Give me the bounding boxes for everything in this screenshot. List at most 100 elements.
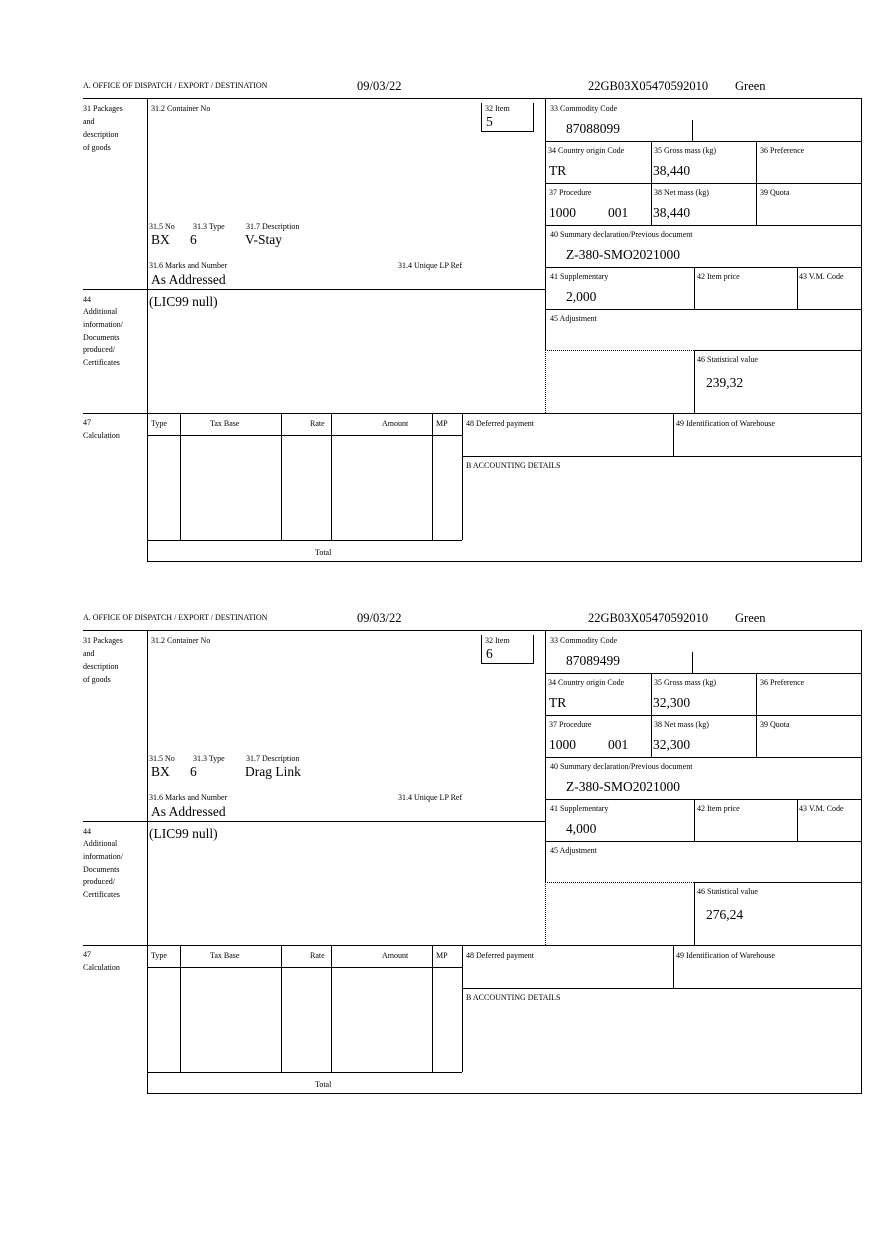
goods-description: Drag Link <box>245 764 301 779</box>
procedure-additional: 001 <box>608 737 629 752</box>
divider <box>545 882 546 945</box>
label-adjustment: 45 Adjustment <box>550 846 597 855</box>
procedure: 1000 <box>549 737 576 752</box>
divider <box>481 635 482 663</box>
label-quota: 39 Quota <box>760 188 790 197</box>
label-44: 44 <box>83 295 91 304</box>
procedure: 1000 <box>549 205 576 220</box>
label-44: produced/ <box>83 877 115 886</box>
divider <box>83 630 862 631</box>
gross-mass: 32,300 <box>653 695 691 710</box>
label-47: Calculation <box>83 963 120 972</box>
label-31: description <box>83 662 119 671</box>
calc-header-tax-base: Tax Base <box>210 419 240 428</box>
divider <box>83 289 545 290</box>
previous-document: Z-380-SMO2021000 <box>566 247 680 262</box>
supplementary-units: 2,000 <box>566 289 597 304</box>
label-deferred-payment: 48 Deferred payment <box>466 951 534 960</box>
calc-header-type: Type <box>151 951 167 960</box>
label-statistical-value: 46 Statistical value <box>697 887 758 896</box>
label-country-origin: 34 Country origin Code <box>548 678 625 687</box>
package-number: 6 <box>190 764 197 779</box>
divider <box>281 413 282 540</box>
divider <box>692 652 693 673</box>
calc-header-mp: MP <box>436 951 448 960</box>
declaration-reference: 22GB03X05470592010 <box>588 79 709 93</box>
label-accounting-details: B ACCOUNTING DETAILS <box>466 461 561 470</box>
label-commodity-code: 33 Commodity Code <box>550 104 618 113</box>
calc-header-tax-base: Tax Base <box>210 951 240 960</box>
divider <box>545 183 862 184</box>
label-procedure: 37 Procedure <box>549 720 592 729</box>
label-44: Additional <box>83 307 118 316</box>
divider <box>756 673 757 757</box>
customs-declaration-item: A. OFFICE OF DISPATCH / EXPORT / DESTINA… <box>0 79 882 578</box>
divider <box>545 309 862 310</box>
label-previous-document: 40 Summary declaration/Previous document <box>550 230 693 239</box>
package-kind: BX <box>151 232 170 247</box>
date: 09/03/22 <box>357 79 402 93</box>
label-quota: 39 Quota <box>760 720 790 729</box>
calc-total-label: Total <box>315 1080 332 1089</box>
divider <box>147 540 462 541</box>
label-gross-mass: 35 Gross mass (kg) <box>654 146 716 155</box>
office-label: A. OFFICE OF DISPATCH / EXPORT / DESTINA… <box>83 81 268 90</box>
divider <box>147 561 862 562</box>
divider <box>83 945 862 946</box>
previous-document: Z-380-SMO2021000 <box>566 779 680 794</box>
label-description: 31.7 Description <box>246 754 300 763</box>
divider <box>83 821 545 822</box>
divider <box>694 799 695 841</box>
label-44: Certificates <box>83 890 120 899</box>
route: Green <box>735 611 766 625</box>
date: 09/03/22 <box>357 611 402 625</box>
label-package-no: 31.5 No <box>149 222 175 231</box>
divider <box>673 413 674 456</box>
declaration-reference: 22GB03X05470592010 <box>588 611 709 625</box>
label-container-no: 31.2 Container No <box>151 636 211 645</box>
label-44: 44 <box>83 827 91 836</box>
divider <box>861 630 862 1093</box>
divider <box>651 141 652 225</box>
divider <box>147 967 462 968</box>
item-number: 6 <box>486 646 493 661</box>
divider <box>83 413 862 414</box>
label-previous-document: 40 Summary declaration/Previous document <box>550 762 693 771</box>
label-description: 31.7 Description <box>246 222 300 231</box>
calc-header-rate: Rate <box>310 419 325 428</box>
label-47: 47 <box>83 418 91 427</box>
divider <box>797 267 798 309</box>
label-deferred-payment: 48 Deferred payment <box>466 419 534 428</box>
divider <box>147 1093 862 1094</box>
package-number: 6 <box>190 232 197 247</box>
procedure-additional: 001 <box>608 205 629 220</box>
divider <box>147 630 148 1093</box>
label-unique-lp-ref: 31.4 Unique LP Ref <box>398 793 463 802</box>
goods-description: V-Stay <box>245 232 283 247</box>
divider <box>545 757 862 758</box>
calc-total-label: Total <box>315 548 332 557</box>
label-preference: 36 Preference <box>760 146 805 155</box>
label-package-type: 31.3 Type <box>193 754 225 763</box>
label-package-no: 31.5 No <box>149 754 175 763</box>
label-31: of goods <box>83 675 111 684</box>
label-vm-code: 43 V.M. Code <box>799 804 844 813</box>
divider <box>533 103 534 131</box>
divider <box>545 841 862 842</box>
divider <box>432 945 433 1072</box>
label-commodity-code: 33 Commodity Code <box>550 636 618 645</box>
divider <box>861 98 862 561</box>
label-item: 32 Item <box>485 104 510 113</box>
label-item: 32 Item <box>485 636 510 645</box>
commodity-code: 87088099 <box>566 121 620 136</box>
divider <box>545 141 862 142</box>
divider <box>694 267 695 309</box>
statistical-value: 276,24 <box>706 907 744 922</box>
divider <box>180 945 181 1072</box>
divider <box>281 945 282 1072</box>
divider <box>545 630 546 882</box>
label-31: of goods <box>83 143 111 152</box>
net-mass: 38,440 <box>653 205 691 220</box>
calc-header-rate: Rate <box>310 951 325 960</box>
